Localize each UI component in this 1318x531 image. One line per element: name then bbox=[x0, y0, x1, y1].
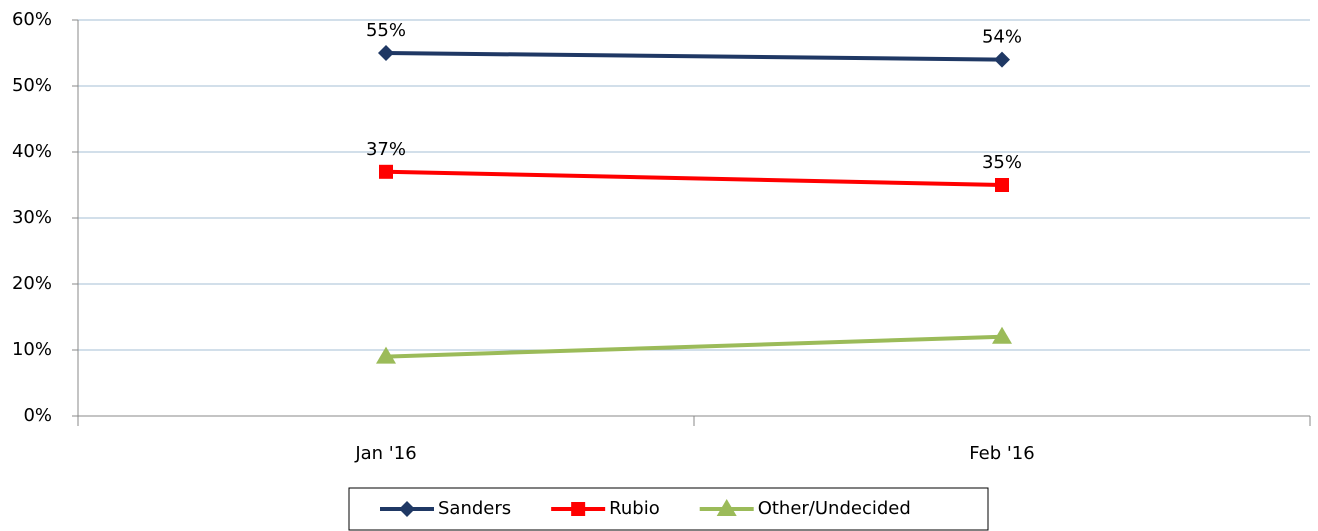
x-tick-label: Feb '16 bbox=[969, 443, 1034, 464]
data-label: 37% bbox=[366, 139, 406, 160]
data-point bbox=[995, 178, 1009, 192]
legend-label: Other/Undecided bbox=[758, 498, 911, 519]
x-tick-label: Jan '16 bbox=[354, 443, 416, 464]
y-tick-label: 50% bbox=[12, 75, 52, 96]
series-line bbox=[385, 334, 1003, 359]
legend-label: Sanders bbox=[438, 498, 511, 519]
data-point bbox=[992, 326, 1012, 344]
legend-box bbox=[348, 487, 989, 531]
legend-marker bbox=[716, 499, 737, 516]
y-tick-label: 20% bbox=[12, 273, 52, 294]
series-line bbox=[385, 51, 1003, 62]
legend-marker bbox=[399, 501, 415, 517]
data-point bbox=[994, 51, 1010, 68]
y-tick-label: 40% bbox=[12, 141, 52, 162]
y-tick-label: 0% bbox=[23, 405, 52, 426]
data-label: 35% bbox=[982, 152, 1022, 173]
data-point bbox=[376, 346, 396, 364]
y-tick-label: 10% bbox=[12, 339, 52, 360]
data-point bbox=[378, 45, 394, 61]
legend-marker bbox=[571, 502, 586, 516]
data-label: 54% bbox=[982, 27, 1022, 48]
legend-label: Rubio bbox=[609, 498, 660, 519]
y-tick-label: 30% bbox=[12, 207, 52, 228]
data-point bbox=[379, 164, 393, 179]
data-label: 55% bbox=[366, 20, 406, 41]
y-tick-label: 60% bbox=[12, 9, 52, 30]
series-line bbox=[385, 169, 1003, 187]
